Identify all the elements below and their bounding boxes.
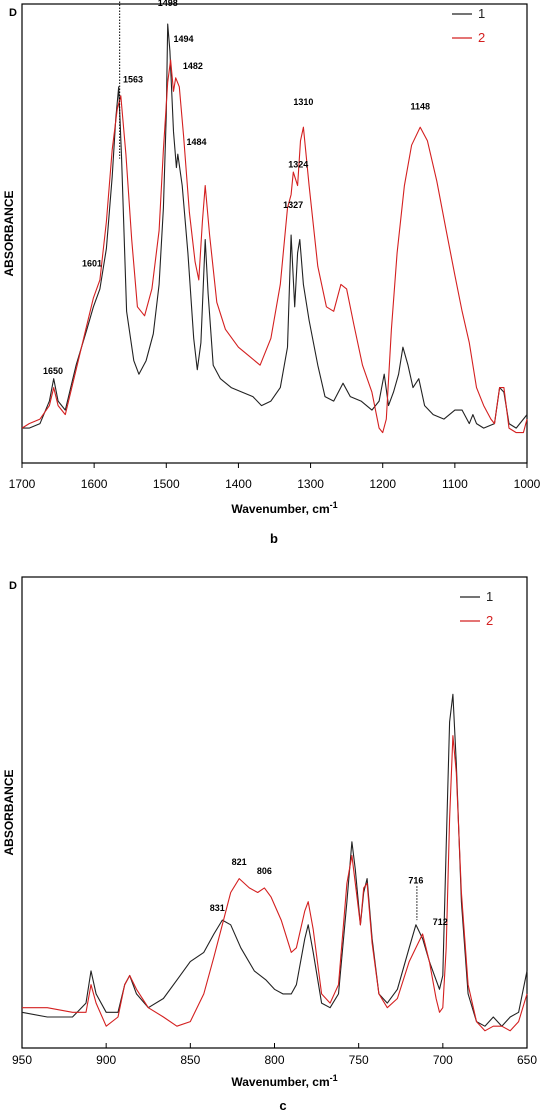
peak-label: 1327	[283, 200, 303, 210]
x-tick-label: 1200	[369, 477, 396, 491]
plot-frame	[21, 576, 528, 1049]
x-tick-label: 650	[517, 1053, 537, 1067]
x-tick-label: 850	[180, 1053, 200, 1067]
x-tick-label: 900	[96, 1053, 116, 1067]
peak-label: 712	[433, 917, 448, 927]
legend-label-1: 1	[478, 6, 485, 21]
panel-caption: c	[279, 1098, 286, 1113]
x-tick-label: 750	[349, 1053, 369, 1067]
peak-label: 1650	[43, 366, 63, 376]
plot-frame	[21, 3, 528, 464]
corner-label: D	[9, 580, 17, 592]
peak-label: 821	[232, 857, 247, 867]
series-line-2	[21, 59, 528, 434]
x-tick-label: 1500	[153, 477, 180, 491]
peak-label: 1601	[82, 258, 102, 268]
x-tick-label: 700	[433, 1053, 453, 1067]
legend-label-2: 2	[486, 613, 493, 628]
x-tick-label: 1000	[514, 477, 541, 491]
x-tick-label: 1400	[225, 477, 252, 491]
x-axis-label: Wavenumber, cm-1	[231, 500, 337, 516]
x-axis-label: Wavenumber, cm-1	[231, 1073, 337, 1089]
series-line-2	[22, 735, 528, 1032]
legend-label-1: 1	[486, 589, 493, 604]
peak-label: 1310	[293, 97, 313, 107]
peak-label: 1482	[183, 61, 203, 71]
peak-label: 1498	[158, 0, 178, 8]
x-tick-label: 800	[264, 1053, 284, 1067]
peak-label: 806	[257, 866, 272, 876]
series-line-1	[21, 693, 528, 1027]
peak-label: 716	[408, 875, 423, 885]
legend-label-2: 2	[478, 30, 485, 45]
x-tick-label: 1100	[442, 477, 468, 491]
series-line-1	[22, 23, 528, 429]
peak-label: 1563	[123, 74, 143, 84]
x-tick-label: 950	[12, 1053, 32, 1067]
corner-label: D	[9, 7, 17, 19]
y-axis-label: ABSORBANCE	[2, 190, 16, 276]
peak-label: 1324	[288, 160, 308, 170]
peak-label: 1484	[186, 137, 206, 147]
y-axis-label: ABSORBANCE	[2, 769, 16, 855]
panel-caption: b	[270, 531, 278, 546]
chart-panel-b: D ABSORBANCE 1700 1600 1500 1400 1300 1200 1100 1…	[2, 0, 541, 546]
peak-label: 1494	[174, 34, 194, 44]
x-tick-label: 1700	[9, 477, 36, 491]
x-tick-label: 1600	[81, 477, 108, 491]
peak-label: 831	[210, 903, 225, 913]
peak-label: 1148	[410, 101, 430, 111]
x-tick-label: 1300	[297, 477, 324, 491]
chart-panel-c: D ABSORBANCE 950 900 850 800 750 700 650 Wavenumb…	[2, 576, 537, 1113]
